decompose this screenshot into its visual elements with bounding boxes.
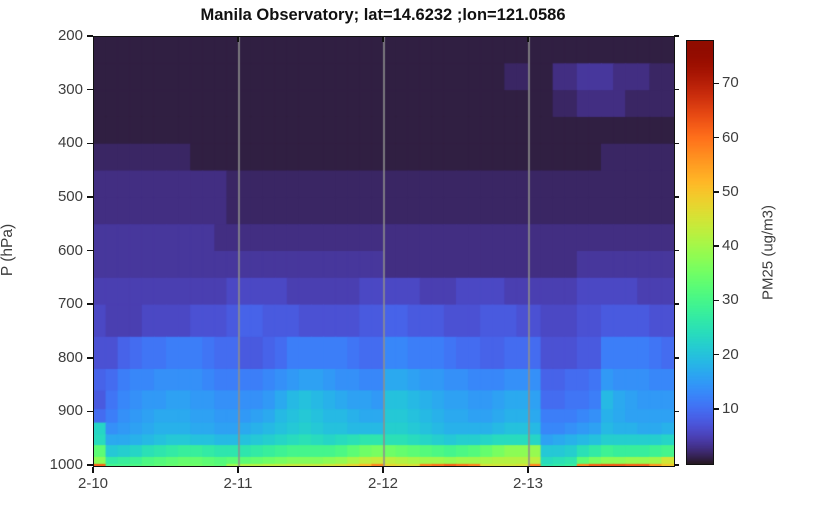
y-axis-tick-right — [674, 410, 679, 413]
y-tick-label: 900 — [57, 402, 83, 420]
colorbar-tick — [714, 245, 719, 247]
y-axis-tick — [87, 196, 93, 198]
y-axis-tick — [87, 88, 93, 91]
y-axis-label: P (hPa) — [0, 223, 16, 277]
colorbar-tick — [714, 191, 719, 193]
y-axis-tick — [87, 142, 93, 144]
y-tick-label: 500 — [57, 187, 83, 205]
colorbar-tick — [714, 136, 719, 139]
colorbar-tick — [714, 353, 719, 356]
y-axis-tick-right — [674, 357, 679, 359]
y-tick-label: 400 — [57, 134, 83, 152]
heatmap-canvas — [94, 37, 674, 466]
colorbar-tick — [714, 82, 719, 85]
colorbar-tick — [714, 408, 719, 410]
colorbar-tick-label: 10 — [722, 399, 739, 417]
colorbar-tick-label: 20 — [722, 345, 739, 363]
x-tick-label: 2-10 — [77, 475, 109, 492]
y-tick-label: 300 — [57, 80, 83, 98]
y-axis-tick — [87, 357, 93, 359]
colorbar-tick — [714, 299, 719, 302]
colorbar-tick-label: 40 — [722, 237, 739, 255]
x-axis-tick-top — [237, 37, 239, 42]
y-axis-tick — [87, 464, 93, 466]
plot-area — [93, 36, 675, 467]
x-tick-label: 2-12 — [367, 475, 399, 492]
colorbar-label: PM25 (ug/m3) — [759, 204, 777, 301]
y-axis-tick — [87, 410, 93, 413]
colorbar-tick-label: 30 — [722, 291, 739, 309]
y-tick-label: 200 — [57, 27, 83, 44]
x-axis-tick — [527, 467, 529, 473]
y-axis-tick-right — [674, 464, 679, 466]
y-axis-tick-right — [674, 196, 679, 198]
y-tick-label: 1000 — [49, 456, 83, 473]
colorbar-tick-label: 70 — [722, 74, 739, 92]
x-axis-tick-top — [382, 37, 384, 42]
y-tick-label: 700 — [57, 295, 83, 313]
colorbar-tick-label: 50 — [722, 182, 739, 200]
y-axis-tick — [87, 35, 93, 37]
chart-title: Manila Observatory; lat=14.6232 ;lon=121… — [200, 6, 566, 24]
x-axis-tick — [237, 467, 239, 473]
y-axis-tick-right — [674, 142, 679, 144]
y-axis-tick-right — [674, 35, 679, 37]
x-axis-tick — [92, 467, 94, 473]
x-tick-label: 2-11 — [223, 475, 253, 492]
y-axis-tick — [87, 303, 93, 305]
y-axis-tick-right — [674, 88, 679, 91]
x-axis-tick-top — [527, 37, 529, 42]
x-tick-label: 2-13 — [512, 475, 544, 492]
y-axis-tick-right — [674, 249, 679, 252]
colorbar — [686, 40, 714, 465]
x-axis-tick — [382, 467, 384, 473]
y-tick-label: 600 — [57, 241, 83, 259]
y-axis-tick-right — [674, 303, 679, 305]
y-axis-tick — [87, 249, 93, 252]
y-tick-label: 800 — [57, 348, 83, 366]
colorbar-tick-label: 60 — [722, 128, 739, 146]
